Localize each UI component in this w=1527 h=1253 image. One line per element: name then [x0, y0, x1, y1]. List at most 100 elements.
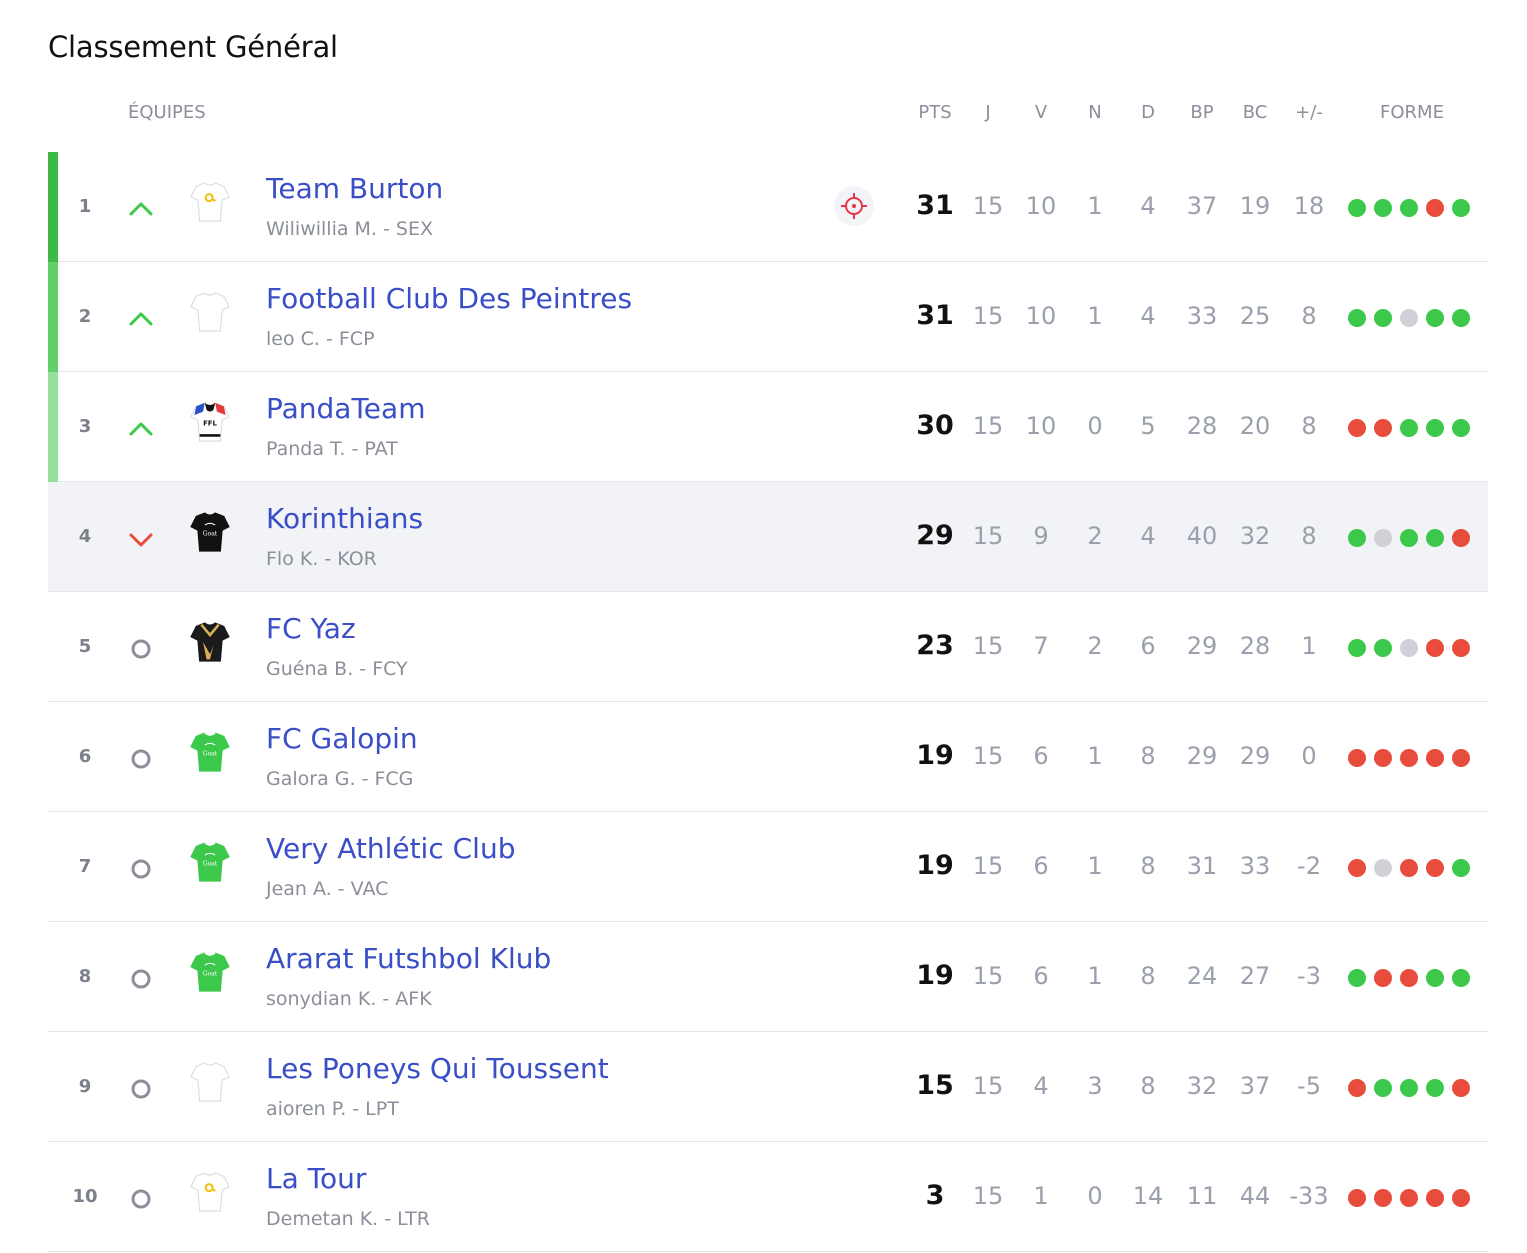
team-name-link[interactable]: Very Athlétic Club	[266, 832, 516, 865]
table-row[interactable]: 3 FFL PandaTeam Panda T. - PAT 30 15 10 0 5 28 20 8	[48, 372, 1488, 482]
team-name-link[interactable]: PandaTeam	[266, 392, 426, 425]
rank: 9	[78, 1076, 92, 1097]
header-v[interactable]: V	[1034, 102, 1048, 123]
stat-diff: 8	[1301, 412, 1317, 440]
stat-bc: 25	[1239, 302, 1271, 330]
header-team[interactable]: ÉQUIPES	[128, 102, 206, 123]
stat-bc: 19	[1239, 192, 1271, 220]
form-dot	[1400, 419, 1418, 437]
stat-v: 4	[1033, 1072, 1049, 1100]
team-name-link[interactable]: Team Burton	[266, 172, 444, 205]
jersey-icon	[184, 286, 236, 338]
stat-d: 8	[1140, 852, 1156, 880]
qualification-bar	[48, 152, 58, 262]
form-dot	[1426, 309, 1444, 327]
table-row[interactable]: 7 Goat Very Athlétic Club Jean A. - VAC 19 15…	[48, 812, 1488, 922]
header-d[interactable]: D	[1141, 102, 1155, 123]
stat-bc: 44	[1239, 1182, 1271, 1210]
circle-icon	[128, 966, 154, 992]
team-name-link[interactable]: FC Yaz	[266, 612, 356, 645]
team-name-link[interactable]: FC Galopin	[266, 722, 418, 755]
team-name-link[interactable]: Ararat Futshbol Klub	[266, 942, 552, 975]
svg-text:Goat: Goat	[203, 860, 218, 867]
stat-d: 14	[1132, 1182, 1164, 1210]
form-dot	[1452, 639, 1470, 657]
stat-n: 0	[1087, 1182, 1103, 1210]
form-dot	[1374, 969, 1392, 987]
stat-bp: 29	[1186, 632, 1218, 660]
form-dot	[1426, 1189, 1444, 1207]
team-name-link[interactable]: La Tour	[266, 1162, 367, 1195]
jersey-icon	[184, 1056, 236, 1108]
stat-v: 6	[1033, 962, 1049, 990]
target-icon[interactable]	[832, 184, 876, 228]
stat-v: 6	[1033, 852, 1049, 880]
table-row[interactable]: 6 Goat FC Galopin Galora G. - FCG 19 15 6 1 8 29 2…	[48, 702, 1488, 812]
form-dot	[1400, 639, 1418, 657]
stat-d: 8	[1140, 1072, 1156, 1100]
circle-icon	[128, 1186, 154, 1212]
stat-j: 15	[972, 302, 1004, 330]
svg-text:Goat: Goat	[203, 750, 218, 757]
header-bp[interactable]: BP	[1190, 102, 1214, 123]
chevron-up-icon	[128, 416, 154, 442]
stat-n: 1	[1087, 962, 1103, 990]
form-indicator	[1348, 859, 1470, 877]
stat-pts: 15	[916, 1070, 954, 1101]
stat-bc: 29	[1239, 742, 1271, 770]
form-dot	[1374, 419, 1392, 437]
stat-pts: 29	[916, 520, 954, 551]
form-dot	[1348, 1189, 1366, 1207]
svg-text:Goat: Goat	[203, 970, 218, 977]
header-pts[interactable]: PTS	[918, 102, 952, 123]
form-dot	[1400, 859, 1418, 877]
team-manager: Demetan K. - LTR	[266, 1208, 430, 1230]
header-j[interactable]: J	[985, 102, 991, 123]
table-row[interactable]: 1 Team Burton Wiliwillia M. - SEX 31 15 10 1 4 3…	[48, 152, 1488, 262]
stat-j: 15	[972, 962, 1004, 990]
circle-icon	[128, 636, 154, 662]
stat-n: 1	[1087, 742, 1103, 770]
team-manager: Wiliwillia M. - SEX	[266, 218, 433, 240]
jersey-icon	[184, 616, 236, 668]
circle-icon	[128, 856, 154, 882]
team-name-link[interactable]: Korinthians	[266, 502, 424, 535]
stat-d: 4	[1140, 302, 1156, 330]
table-row[interactable]: 10 La Tour Demetan K. - LTR 3 15 1 0 14 11 44 -33	[48, 1142, 1488, 1252]
form-dot	[1348, 639, 1366, 657]
stat-j: 15	[972, 1182, 1004, 1210]
form-dot	[1426, 749, 1444, 767]
stat-bp: 28	[1186, 412, 1218, 440]
form-dot	[1374, 529, 1392, 547]
team-manager: aioren P. - LPT	[266, 1098, 399, 1120]
header-bc[interactable]: BC	[1242, 102, 1268, 123]
team-name-link[interactable]: Les Poneys Qui Toussent	[266, 1052, 609, 1085]
header-n[interactable]: N	[1088, 102, 1102, 123]
form-dot	[1374, 749, 1392, 767]
stat-v: 9	[1033, 522, 1049, 550]
stat-v: 10	[1025, 412, 1057, 440]
stat-v: 6	[1033, 742, 1049, 770]
table-row[interactable]: 5 FC Yaz Guéna B. - FCY 23 15 7 2 6 29 28 1	[48, 592, 1488, 702]
stat-diff: 8	[1301, 522, 1317, 550]
stat-n: 2	[1087, 522, 1103, 550]
form-dot	[1348, 749, 1366, 767]
table-row[interactable]: 4 Goat Korinthians Flo K. - KOR 29 15 9 2 4 40 32 8	[48, 482, 1488, 592]
team-name-link[interactable]: Football Club Des Peintres	[266, 282, 633, 315]
rank: 5	[78, 636, 92, 657]
table-row[interactable]: 2 Football Club Des Peintres leo C. - FCP 3…	[48, 262, 1488, 372]
header-form: FORME	[1380, 102, 1444, 123]
table-row[interactable]: 8 Goat Ararat Futshbol Klub sonydian K. - A…	[48, 922, 1488, 1032]
chevron-up-icon	[128, 306, 154, 332]
stat-pts: 31	[916, 190, 954, 221]
jersey-icon	[184, 1166, 236, 1218]
form-dot	[1400, 199, 1418, 217]
stat-diff: 8	[1301, 302, 1317, 330]
header-diff[interactable]: +/-	[1295, 102, 1323, 123]
stat-diff: -33	[1289, 1182, 1329, 1210]
svg-text:Goat: Goat	[203, 530, 218, 537]
form-dot	[1426, 969, 1444, 987]
stat-bc: 20	[1239, 412, 1271, 440]
table-row[interactable]: 9 Les Poneys Qui Toussent aioren P. - LPT 1…	[48, 1032, 1488, 1142]
form-dot	[1348, 969, 1366, 987]
